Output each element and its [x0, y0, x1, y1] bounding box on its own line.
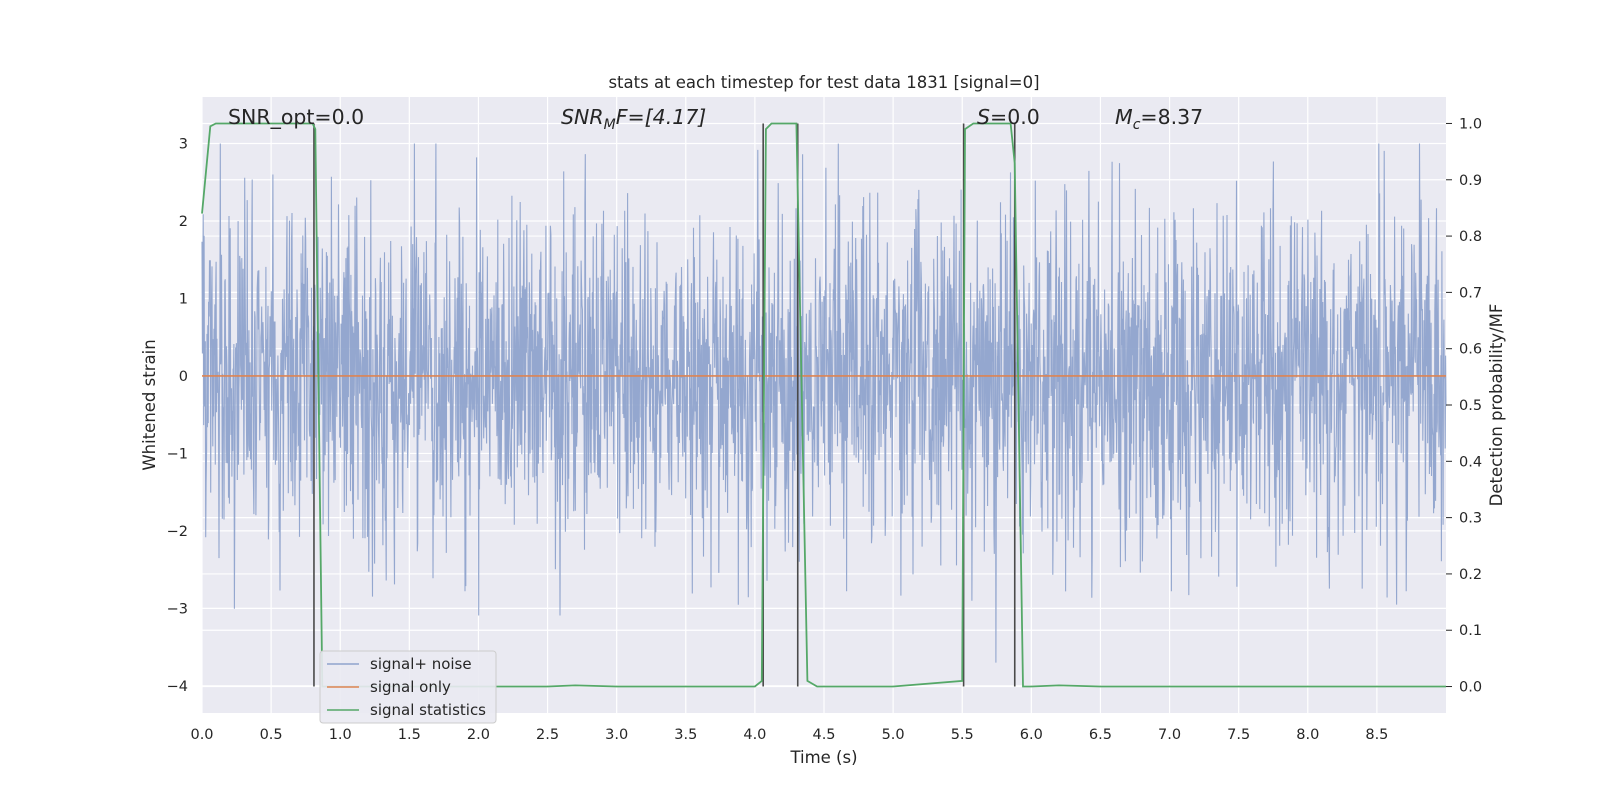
legend-label-signal-noise: signal+ noise: [370, 655, 472, 673]
right-y-tick-label: 0.5: [1459, 398, 1482, 414]
right-y-axis-label: Detection probability/MF: [1487, 304, 1506, 507]
x-tick-label: 7.0: [1158, 727, 1181, 743]
signal-statistics-series: [201, 122, 1446, 688]
legend-label-signal-only: signal only: [370, 678, 451, 696]
y-tick-label: 1: [179, 291, 188, 307]
x-tick-label: 2.5: [536, 727, 559, 743]
x-tick-label: 6.5: [1089, 727, 1112, 743]
legend: signal+ noise signal only signal statist…: [319, 650, 497, 724]
signal-noise-series: [201, 143, 1447, 663]
annotation-s: S=0.0: [977, 105, 1040, 129]
y-tick-label: 3: [179, 136, 188, 152]
x-tick-label: 1.0: [329, 727, 352, 743]
y-tick-label: −2: [167, 524, 188, 540]
y-tick-label: 2: [179, 214, 188, 230]
y-tick-labels: 3 2 1 0 −1 −2 −3 −4: [167, 136, 188, 694]
x-axis-label: Time (s): [789, 748, 857, 767]
x-tick-labels: 0.0 0.5 1.0 1.5 2.0 2.5 3.0 3.5 4.0 4.5 5.0 5.5 6.0 6…: [190, 727, 1388, 743]
x-tick-label: 0.0: [190, 727, 213, 743]
y-tick-label: −4: [167, 679, 188, 695]
right-y-tick-label: 0.9: [1459, 173, 1482, 189]
x-tick-label: 0.5: [260, 727, 283, 743]
y-axis-label: Whitened strain: [140, 339, 159, 470]
signal-noise-line: [201, 143, 1447, 663]
signal-statistics-line: [201, 122, 1446, 688]
x-tick-label: 2.0: [467, 727, 490, 743]
chart-title: stats at each timestep for test data 183…: [608, 73, 1039, 92]
right-y-tick-label: 0.1: [1459, 623, 1482, 639]
x-tick-label: 4.0: [743, 727, 766, 743]
x-tick-label: 7.5: [1227, 727, 1250, 743]
x-tick-label: 5.5: [951, 727, 974, 743]
right-y-tick-label: 0.4: [1459, 454, 1482, 470]
y-tick-label: 0: [179, 369, 188, 385]
x-tick-label: 3.0: [605, 727, 628, 743]
legend-label-signal-statistics: signal statistics: [370, 701, 486, 719]
right-y-tick-labels: 1.0 0.9 0.8 0.7 0.6 0.5 0.4 0.3 0.2 0.1 0.0: [1446, 116, 1482, 696]
x-tick-label: 6.0: [1020, 727, 1043, 743]
right-y-tick-label: 0.0: [1459, 680, 1482, 696]
x-tick-label: 3.5: [674, 727, 697, 743]
x-tick-label: 1.5: [398, 727, 421, 743]
y-tick-label: −3: [167, 601, 188, 617]
annotation-snr-opt: SNR_opt=0.0: [228, 105, 364, 130]
right-y-tick-label: 0.3: [1459, 511, 1482, 527]
right-y-tick-label: 0.7: [1459, 285, 1482, 301]
y-tick-label: −1: [167, 446, 188, 462]
x-tick-label: 8.5: [1365, 727, 1388, 743]
x-tick-label: 4.5: [812, 727, 835, 743]
right-y-tick-label: 0.2: [1459, 567, 1482, 583]
x-tick-label: 8.0: [1296, 727, 1319, 743]
right-y-tick-label: 0.8: [1459, 229, 1482, 245]
annotation-mc: Mc=8.37: [1115, 105, 1203, 133]
x-tick-label: 5.0: [882, 727, 905, 743]
right-y-tick-label: 1.0: [1459, 116, 1482, 132]
legend-frame: [319, 650, 497, 724]
annotation-snr-mf: SNRMF=[4.17]: [561, 105, 706, 133]
right-y-tick-label: 0.6: [1459, 342, 1482, 358]
